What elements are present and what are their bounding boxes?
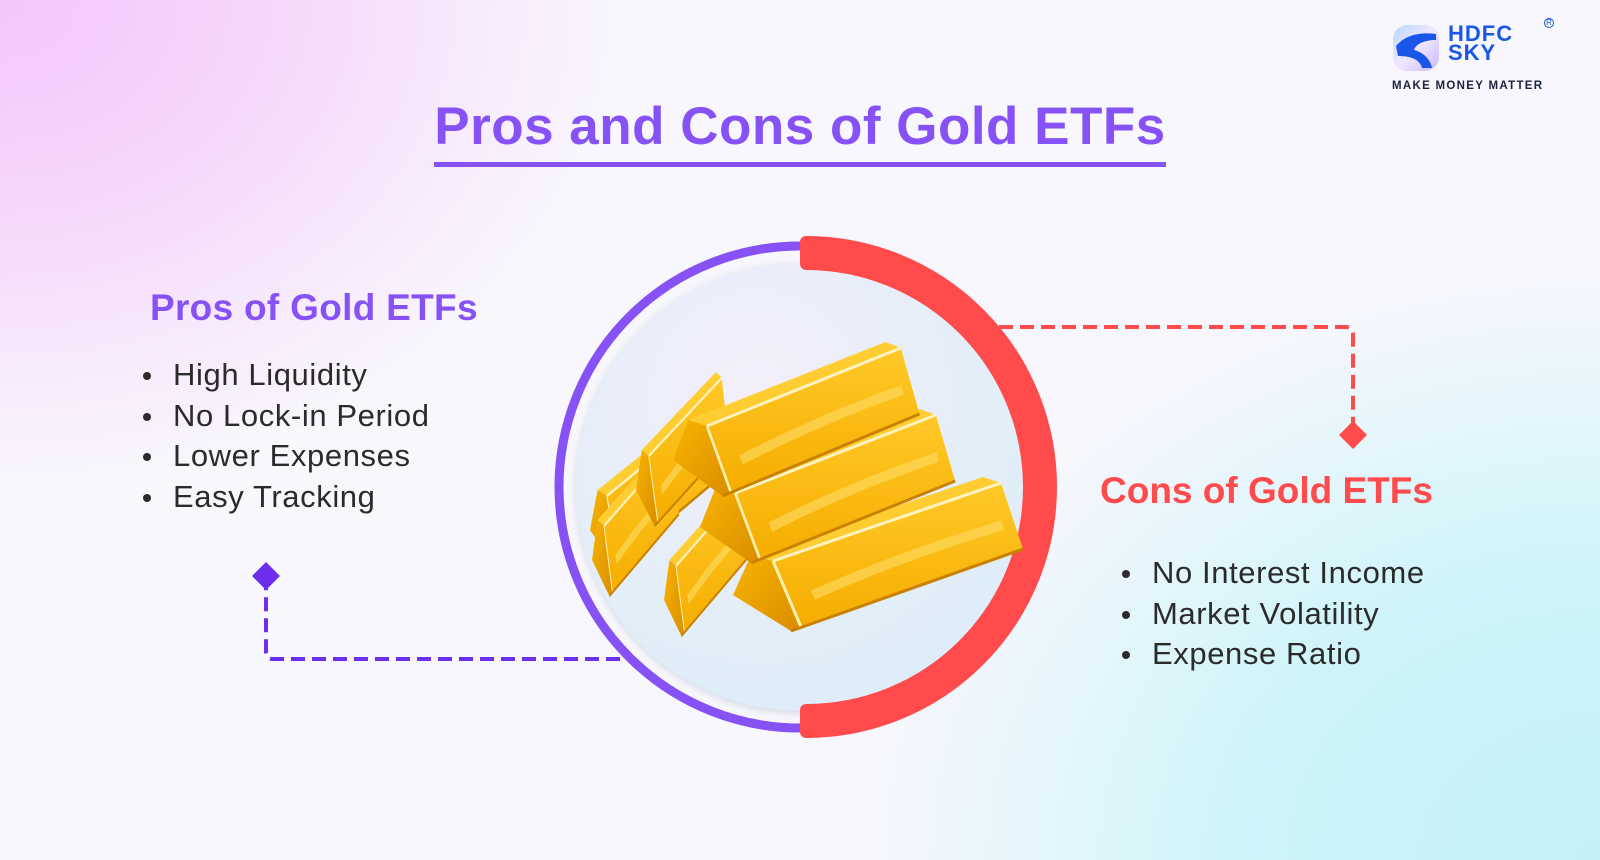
- list-item: No Lock-in Period: [143, 396, 430, 437]
- list-item: Market Volatility: [1122, 594, 1425, 635]
- page-title-wrap: Pros and Cons of Gold ETFs: [0, 96, 1600, 167]
- logo-wordmark: HDFC SKY: [1448, 21, 1514, 65]
- list-item: Lower Expenses: [143, 436, 430, 477]
- cons-diamond-icon: [1339, 421, 1367, 449]
- list-item: High Liquidity: [143, 355, 430, 396]
- pros-heading: Pros of Gold ETFs: [150, 287, 478, 328]
- pros-ring-arc: [554, 241, 801, 733]
- list-item: Expense Ratio: [1122, 634, 1425, 675]
- cons-list: No Interest Income Market Volatility Exp…: [1122, 553, 1425, 675]
- cons-ring-arc: [805, 236, 1057, 738]
- logo-tagline: MAKE MONEY MATTER: [1392, 80, 1544, 92]
- list-item: Easy Tracking: [143, 477, 430, 518]
- cons-heading: Cons of Gold ETFs: [1100, 470, 1433, 511]
- pros-connector-line: [264, 584, 620, 661]
- hdfc-sky-logo-mark-icon: [1393, 25, 1439, 71]
- page-title: Pros and Cons of Gold ETFs: [434, 96, 1166, 167]
- pros-list: High Liquidity No Lock-in Period Lower E…: [143, 355, 430, 517]
- hdfc-sky-logo[interactable]: HDFC SKY R MAKE MONEY MATTER: [1392, 18, 1554, 95]
- logo-line-1: HDFC: [1448, 21, 1514, 46]
- pros-diamond-icon: [252, 562, 280, 590]
- logo-line-2: SKY: [1448, 40, 1497, 65]
- list-item: No Interest Income: [1122, 553, 1425, 594]
- cons-connector-line: [978, 325, 1355, 425]
- registered-mark: R: [1544, 18, 1554, 28]
